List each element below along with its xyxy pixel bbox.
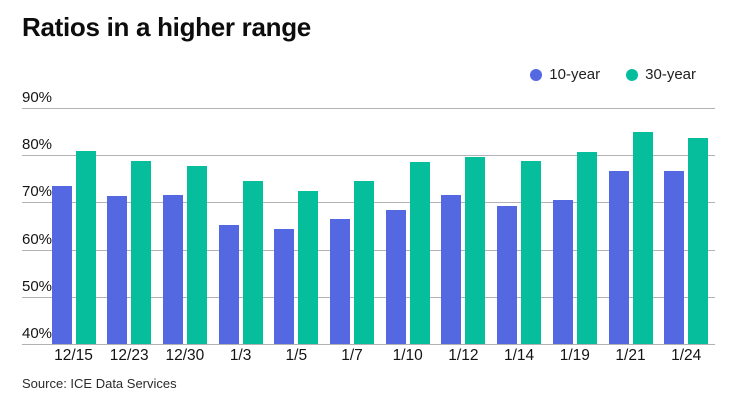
bar-30-year-12/15 (75, 151, 96, 344)
y-axis-label-50: 50% (22, 278, 53, 295)
legend-label-10-year: 10-year (549, 66, 601, 83)
x-axis-label-1/3: 1/3 (229, 347, 252, 364)
x-axis-label-1/12: 1/12 (448, 347, 479, 364)
legend-item-30-year: 30-year (626, 66, 696, 83)
legend-dot-30-year-icon (626, 68, 639, 81)
bar-10-year-1/14 (497, 205, 518, 344)
bar-30-year-1/3 (242, 180, 263, 344)
y-axis-label-90: 90% (22, 89, 53, 106)
x-axis-label-1/14: 1/14 (504, 347, 535, 364)
bar-10-year-12/23 (107, 195, 128, 344)
bar-10-year-1/3 (218, 225, 239, 344)
chart-title: Ratios in a higher range (22, 12, 311, 42)
y-axis-label-80: 80% (22, 136, 53, 153)
chart-legend: 10-year 30-year (530, 66, 696, 83)
legend-item-10-year: 10-year (530, 66, 600, 83)
x-axis-label-12/15: 12/15 (54, 347, 93, 364)
x-axis-label-12/23: 12/23 (109, 347, 149, 364)
bar-30-year-1/19 (576, 151, 597, 344)
x-axis-label-12/30: 12/30 (165, 347, 205, 364)
bar-30-year-1/7 (354, 180, 374, 344)
x-axis-label-1/5: 1/5 (285, 347, 308, 364)
x-axis-label-1/10: 1/10 (392, 347, 423, 364)
bar-30-year-12/23 (131, 161, 152, 344)
gridline-40 (22, 344, 715, 345)
x-axis-label-1/19: 1/19 (559, 347, 590, 364)
y-axis-label-70: 70% (22, 183, 53, 200)
bar-10-year-1/24 (664, 171, 685, 344)
x-axis-label-1/21: 1/21 (615, 347, 646, 364)
legend-label-30-year: 30-year (645, 66, 696, 83)
y-axis-label-60: 60% (22, 231, 53, 248)
bar-10-year-1/19 (552, 200, 573, 344)
bar-10-year-1/21 (608, 171, 629, 344)
bar-30-year-1/24 (688, 137, 709, 344)
source-note: Source: ICE Data Services (22, 376, 177, 391)
bar-10-year-1/10 (385, 210, 406, 344)
x-axis-label-1/24: 1/24 (671, 347, 702, 364)
bar-30-year-1/12 (465, 156, 486, 344)
bar-30-year-1/21 (632, 132, 653, 344)
bar-10-year-1/5 (274, 229, 295, 344)
plot-area: 90% 80% 70% 60% 50% 40% 12/15 12/23 12/30 1/3 1/5 1… (22, 89, 715, 364)
bar-30-year-1/10 (409, 162, 430, 344)
bar-30-year-1/5 (298, 190, 319, 344)
gridline-80 (22, 155, 715, 156)
y-axis-label-40: 40% (22, 325, 53, 342)
bar-10-year-1/7 (330, 219, 350, 344)
gridline-90 (22, 108, 715, 109)
bar-30-year-12/30 (186, 166, 207, 344)
bar-30-year-1/14 (521, 160, 542, 344)
bar-10-year-12/30 (162, 194, 183, 344)
x-axis-label-1/7: 1/7 (341, 347, 363, 364)
bar-10-year-12/15 (51, 185, 72, 344)
legend-dot-10-year-icon (530, 68, 543, 81)
bar-10-year-1/12 (441, 195, 462, 344)
